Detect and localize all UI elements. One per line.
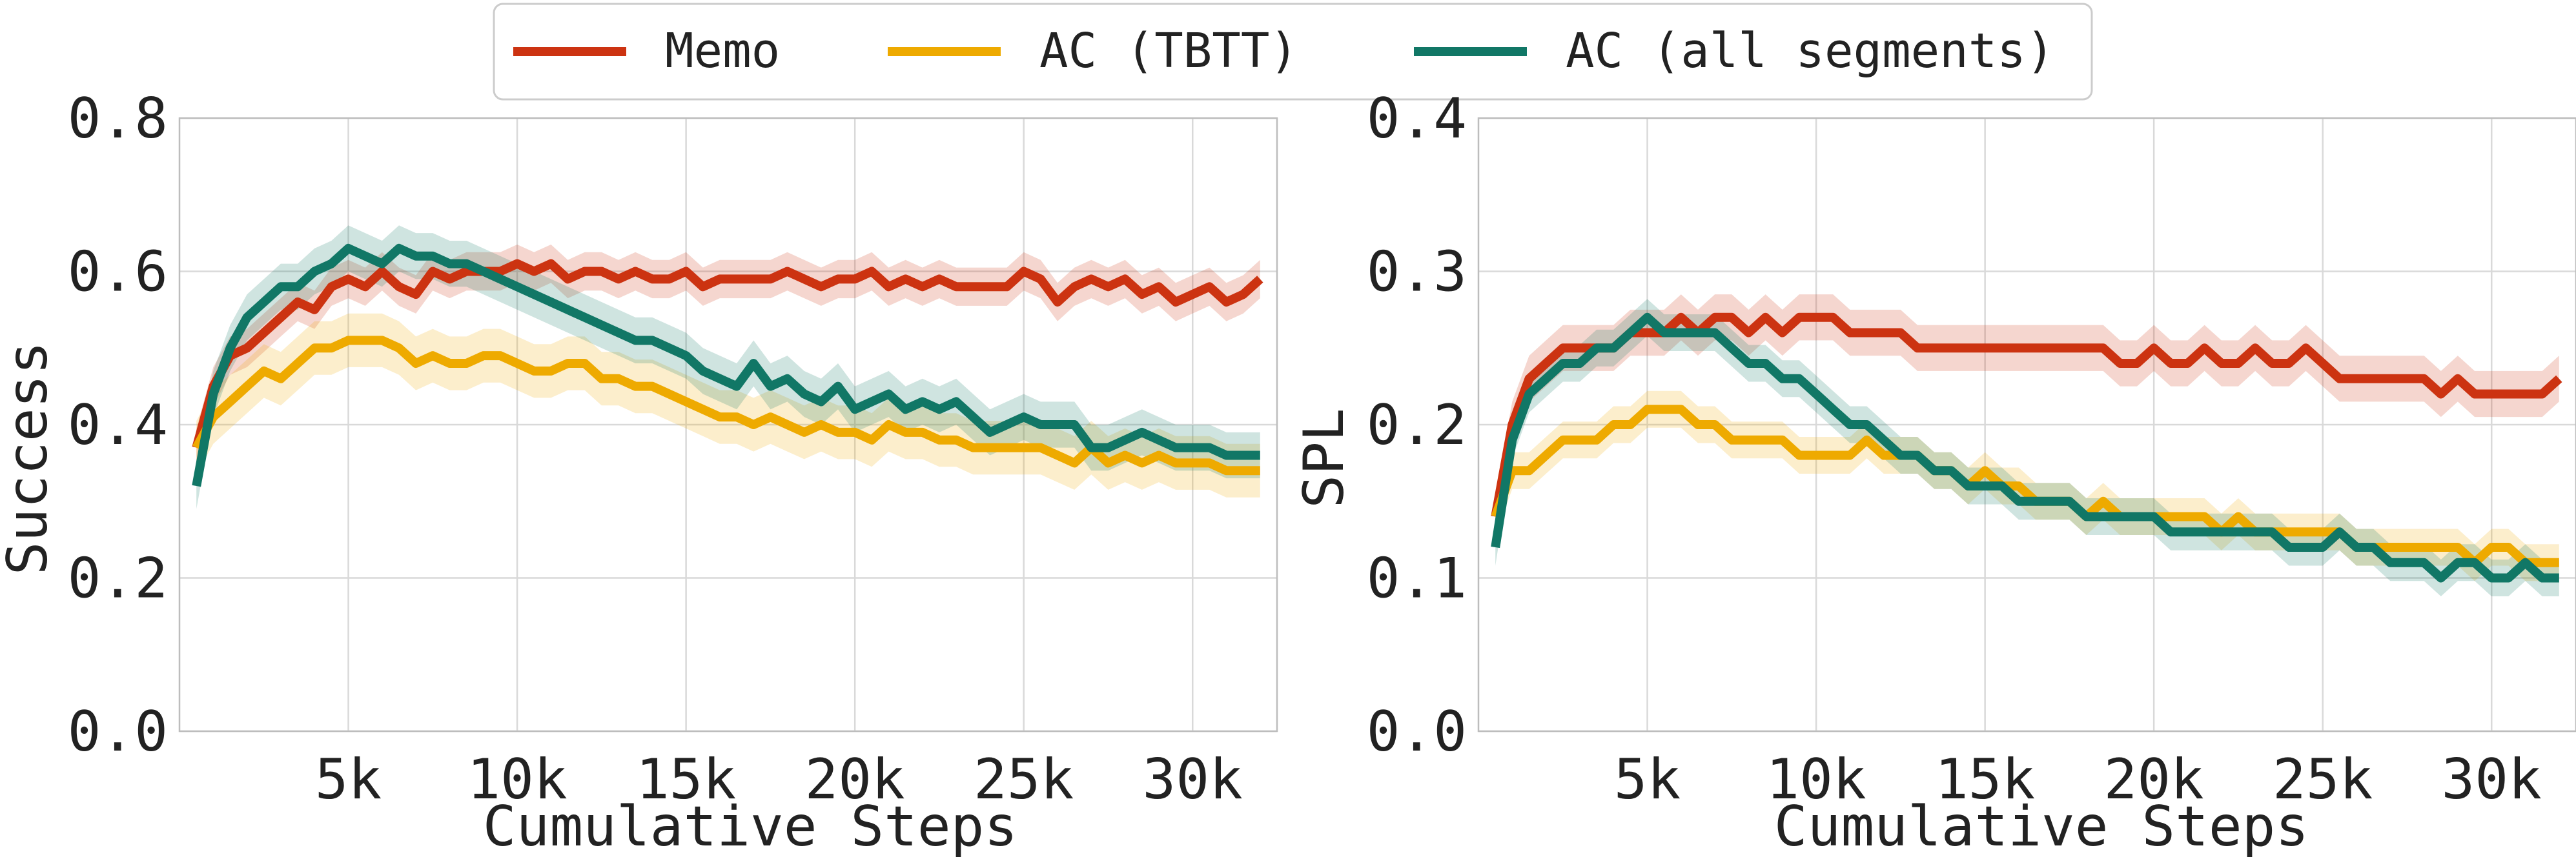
success-line-ac-all-segments — [192, 243, 1260, 487]
success-band-memo — [196, 244, 1260, 467]
spl-band-ac-all-segments — [1495, 299, 2559, 596]
spl-x-tick-label: 5k — [1614, 747, 1681, 812]
success-x-tick-labels: 5k 10k 15k 20k 25k 30k — [315, 747, 1243, 812]
success-y-tick-label: 0.4 — [68, 393, 168, 458]
legend-label-ac-tbtt: AC (TBTT) — [1039, 23, 1298, 79]
spl-y-tick-label: 0.3 — [1367, 240, 1467, 305]
success-y-tick-label: 0.0 — [68, 700, 168, 764]
spl-y-tick-label: 0.2 — [1367, 393, 1467, 458]
legend-frame — [493, 3, 2093, 101]
success-series-lines — [192, 243, 1263, 487]
success-plot: 0.0 0.2 0.4 0.6 0.8 5k 10k 15k 20k 25k 30k Cumula… — [0, 86, 1278, 859]
success-x-tick-label: 15k — [636, 747, 736, 812]
spl-x-tick-labels: 5k 10k 15k 20k 25k 30k — [1614, 747, 2542, 812]
spl-x-axis-label: Cumulative Steps — [1774, 794, 2309, 859]
success-line-memo — [192, 259, 1263, 449]
spl-y-tick-label: 0.4 — [1367, 86, 1467, 151]
success-y-tick-label: 0.6 — [68, 240, 168, 305]
spl-y-tick-label: 0.0 — [1367, 700, 1467, 764]
success-x-axis-label: Cumulative Steps — [483, 794, 1017, 859]
success-y-tick-label: 0.8 — [68, 86, 168, 151]
spl-line-ac-all-segments — [1491, 312, 2559, 583]
legend-label-memo: Memo — [665, 23, 780, 79]
success-line-ac-tbtt — [192, 336, 1260, 476]
spl-axes-spines — [1477, 117, 2576, 733]
legend: Memo AC (TBTT) AC (all segments) — [493, 3, 2093, 101]
spl-line-ac-tbtt — [1491, 405, 2559, 567]
spl-y-axis-label: SPL — [1292, 408, 1356, 508]
spl-line-memo — [1491, 312, 2562, 518]
success-axes-frame — [178, 117, 1278, 733]
spl-y-tick-label: 0.1 — [1367, 547, 1467, 611]
success-x-tick-label: 20k — [804, 747, 905, 812]
success-confidence-bands — [196, 225, 1260, 509]
spl-x-tick-label: 25k — [2273, 747, 2373, 812]
success-y-axis-label: Success — [0, 341, 60, 575]
success-y-tick-label: 0.2 — [68, 547, 168, 611]
success-x-tick-label: 30k — [1143, 747, 1243, 812]
success-axes-spines — [178, 117, 1278, 733]
spl-series-lines — [1491, 312, 2562, 583]
success-x-tick-label: 5k — [315, 747, 382, 812]
legend-label-ac-all-segments: AC (all segments) — [1566, 23, 2054, 79]
spl-x-tick-label: 10k — [1766, 747, 1866, 812]
success-x-tick-label: 25k — [974, 747, 1074, 812]
success-band-ac-all-segments — [196, 225, 1260, 509]
success-y-tick-labels: 0.0 0.2 0.4 0.6 0.8 — [68, 86, 168, 764]
spl-plot: 0.0 0.1 0.2 0.3 0.4 5k 10k 15k 20k 25k 30k Cumula… — [1292, 86, 2576, 859]
spl-x-tick-label: 20k — [2103, 747, 2203, 812]
spl-axes-frame — [1477, 117, 2576, 733]
spl-x-tick-label: 15k — [1935, 747, 2035, 812]
spl-y-tick-labels: 0.0 0.1 0.2 0.3 0.4 — [1367, 86, 1467, 764]
spl-x-tick-label: 30k — [2442, 747, 2542, 812]
success-x-tick-label: 10k — [467, 747, 567, 812]
